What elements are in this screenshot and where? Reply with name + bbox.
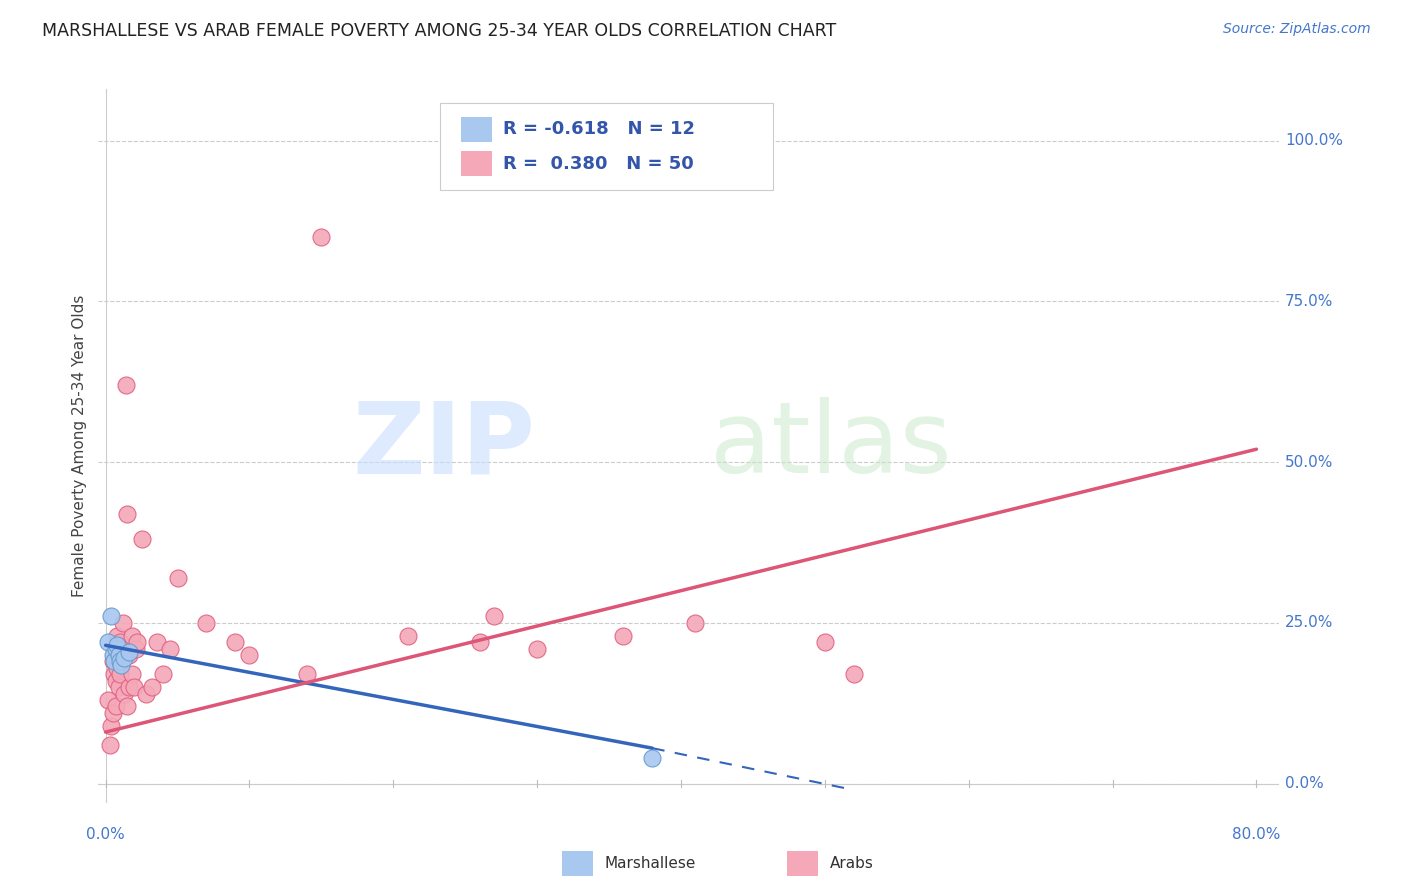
Point (685, 615, 707, 630)
Text: Arabs: Arabs (830, 856, 873, 871)
Text: Source: ZipAtlas.com: Source: ZipAtlas.com (1223, 22, 1371, 37)
Point (238, 648, 260, 662)
Point (107, 648, 129, 662)
Text: MARSHALLESE VS ARAB FEMALE POVERTY AMONG 25-34 YEAR OLDS CORRELATION CHART: MARSHALLESE VS ARAB FEMALE POVERTY AMONG… (42, 22, 837, 40)
Point (159, 641, 181, 656)
Point (112, 686, 135, 700)
Text: 0.0%: 0.0% (1285, 776, 1324, 791)
Text: 75.0%: 75.0% (1285, 293, 1333, 309)
Point (101, 706, 124, 720)
Point (146, 635, 169, 649)
Point (104, 699, 127, 714)
Point (110, 654, 132, 668)
Text: R = -0.618   N = 12: R = -0.618 N = 12 (503, 120, 695, 138)
Point (107, 654, 129, 668)
Point (115, 699, 138, 714)
Text: 100.0%: 100.0% (1285, 133, 1343, 148)
Point (115, 507, 138, 521)
Point (195, 615, 218, 630)
Text: R =  0.380   N = 50: R = 0.380 N = 50 (503, 154, 693, 172)
Point (125, 641, 148, 656)
Text: ZIP: ZIP (353, 398, 536, 494)
Point (97, 693, 120, 707)
Point (141, 680, 163, 694)
Point (104, 641, 127, 656)
Point (117, 680, 139, 694)
Point (117, 645, 139, 659)
Point (468, 635, 491, 649)
Point (107, 680, 129, 694)
Point (108, 635, 131, 649)
Point (101, 648, 124, 662)
Point (842, 667, 865, 681)
Point (152, 667, 174, 681)
Point (482, 609, 505, 624)
Point (111, 641, 134, 656)
Point (166, 571, 188, 585)
Point (121, 629, 143, 643)
Point (111, 615, 134, 630)
Point (612, 629, 634, 643)
Point (103, 654, 125, 668)
Point (641, 751, 664, 765)
Text: 0.0%: 0.0% (86, 827, 125, 842)
Point (105, 629, 128, 643)
Point (295, 667, 318, 681)
Point (105, 648, 128, 662)
Point (135, 686, 157, 700)
Point (131, 533, 153, 547)
Point (121, 667, 143, 681)
Text: 50.0%: 50.0% (1285, 455, 1333, 469)
Point (224, 635, 246, 649)
Point (100, 609, 122, 624)
Y-axis label: Female Poverty Among 25-34 Year Olds: Female Poverty Among 25-34 Year Olds (72, 295, 87, 597)
Point (103, 667, 125, 681)
Point (124, 680, 146, 694)
Text: 80.0%: 80.0% (1232, 827, 1281, 842)
Point (98, 738, 121, 752)
Point (526, 641, 548, 656)
Point (120, 641, 142, 656)
Text: Marshallese: Marshallese (605, 856, 696, 871)
Point (100, 719, 122, 733)
Point (814, 635, 837, 649)
Point (110, 657, 132, 672)
Point (105, 661, 128, 675)
Point (97, 635, 120, 649)
Point (396, 629, 419, 643)
Text: atlas: atlas (710, 398, 952, 494)
Text: 25.0%: 25.0% (1285, 615, 1333, 631)
Point (108, 654, 131, 668)
Point (108, 667, 131, 681)
Point (104, 673, 127, 688)
Point (112, 651, 135, 665)
Point (101, 654, 124, 668)
Point (105, 638, 128, 652)
Point (311, 230, 333, 244)
Point (127, 635, 149, 649)
Point (117, 648, 139, 662)
Point (114, 378, 136, 392)
